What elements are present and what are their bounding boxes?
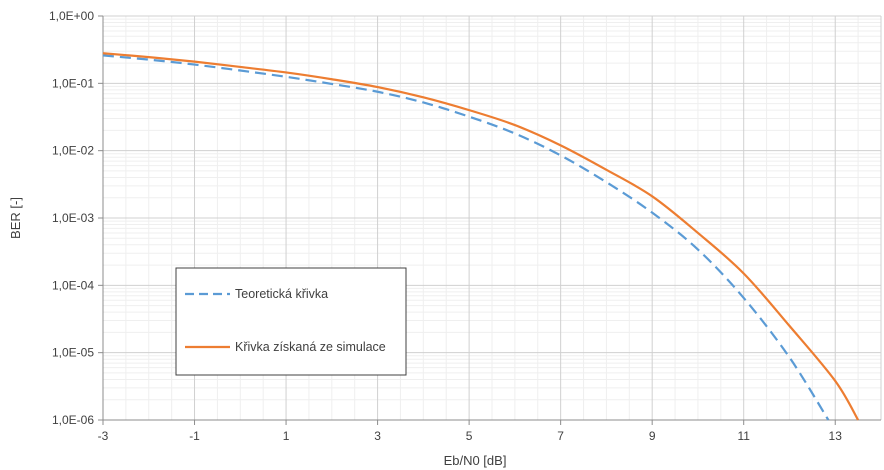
series-line-theoretical bbox=[102, 54, 830, 421]
y-tick-label: 1,0E-04 bbox=[52, 278, 94, 292]
x-tick-label: 11 bbox=[737, 429, 750, 443]
legend-label-simulation: Křivka získaná ze simulace bbox=[235, 340, 386, 354]
x-tick-label: -3 bbox=[98, 429, 109, 443]
chart-series bbox=[102, 52, 860, 421]
x-tick-label: -1 bbox=[189, 429, 200, 443]
x-tick-label: 13 bbox=[829, 429, 843, 443]
y-tick-label: 1,0E+00 bbox=[49, 9, 94, 23]
legend-label-theoretical: Teoretická křivka bbox=[235, 287, 328, 301]
x-axis-label: Eb/N0 [dB] bbox=[444, 453, 507, 468]
x-tick-label: 9 bbox=[649, 429, 656, 443]
x-tick-label: 3 bbox=[374, 429, 381, 443]
x-tick-label: 5 bbox=[466, 429, 473, 443]
y-tick-label: 1,0E-06 bbox=[52, 413, 94, 427]
legend: Teoretická křivka Křivka získaná ze simu… bbox=[175, 267, 407, 376]
x-tick-label: 1 bbox=[283, 429, 290, 443]
chart-axes bbox=[98, 15, 881, 425]
y-tick-label: 1,0E-01 bbox=[52, 76, 94, 90]
x-tick-label: 7 bbox=[557, 429, 564, 443]
series-line-simulation bbox=[102, 52, 860, 421]
chart-tick-labels: -3 -1 1 3 5 7 9 11 131,0E-061,0E-051,0E-041,0E-0… bbox=[49, 9, 842, 443]
y-tick-label: 1,0E-02 bbox=[52, 144, 94, 158]
y-axis-label: BER [-] bbox=[8, 197, 23, 239]
legend-box bbox=[175, 267, 407, 376]
y-tick-label: 1,0E-05 bbox=[52, 346, 94, 360]
y-tick-label: 1,0E-03 bbox=[52, 211, 94, 225]
